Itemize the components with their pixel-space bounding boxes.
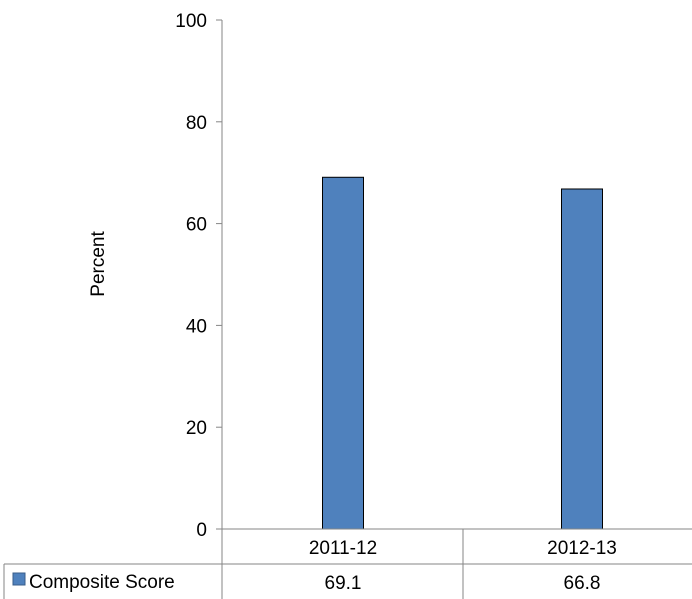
legend-key-swatch: [12, 572, 26, 586]
y-tick-label: 40: [186, 316, 207, 337]
data-table-value: 69.1: [325, 573, 362, 594]
y-tick-label: 60: [186, 215, 207, 236]
category-label: 2011-12: [309, 538, 377, 559]
y-tick-label: 100: [175, 11, 207, 32]
bars: [322, 176, 603, 530]
bar-2012-13: [561, 188, 603, 530]
data-table-value: 66.8: [564, 573, 601, 594]
legend-series-label: Composite Score: [29, 572, 175, 593]
data-table: 2011-12 2012-13 Composite Score 69.1 66.…: [3, 528, 692, 599]
y-tick-label: 0: [196, 520, 207, 541]
y-tick-label: 20: [186, 418, 207, 439]
y-tick-label: 80: [186, 113, 207, 134]
category-label: 2012-13: [547, 538, 617, 559]
bar-2011-12: [322, 176, 364, 530]
y-axis-title: Percent: [88, 231, 109, 297]
y-axis: 0 20 40 60 80 100: [175, 11, 223, 541]
